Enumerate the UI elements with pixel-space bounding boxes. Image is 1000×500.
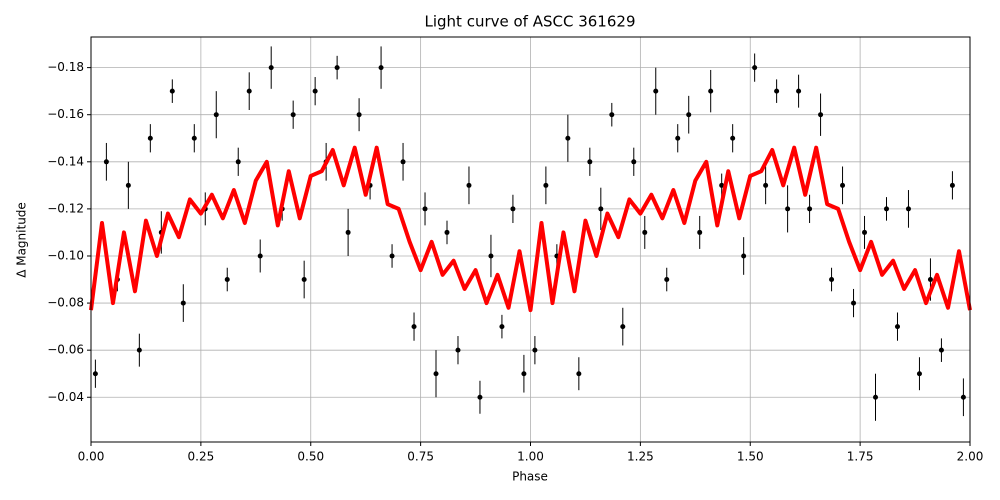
- data-point: [686, 112, 692, 118]
- data-point: [268, 65, 274, 71]
- data-point: [785, 206, 791, 212]
- data-point: [873, 394, 879, 400]
- data-point: [752, 65, 758, 71]
- y-axis-label: Δ Magnitude: [15, 202, 29, 278]
- data-point: [862, 229, 868, 235]
- data-point: [455, 347, 461, 353]
- data-point: [356, 112, 362, 118]
- x-axis-label: Phase: [512, 470, 548, 484]
- x-tick-label: 1.25: [627, 450, 654, 464]
- y-tick-label: −0.14: [47, 154, 84, 168]
- data-point: [620, 324, 626, 330]
- data-point: [927, 277, 933, 283]
- data-point: [840, 182, 846, 188]
- data-point: [807, 206, 813, 212]
- data-point: [905, 206, 911, 212]
- y-tick-label: −0.06: [47, 343, 84, 357]
- x-tick-label: 1.75: [847, 450, 874, 464]
- data-point: [576, 371, 582, 377]
- data-point: [499, 324, 505, 330]
- data-point: [719, 182, 725, 188]
- data-point: [312, 88, 318, 94]
- y-tick-label: −0.04: [47, 390, 84, 404]
- data-point: [521, 371, 527, 377]
- data-point: [664, 277, 670, 283]
- data-point: [938, 347, 944, 353]
- data-point: [708, 88, 714, 94]
- fit-line: [89, 145, 972, 313]
- data-point: [653, 88, 659, 94]
- data-point: [883, 206, 889, 212]
- data-point: [411, 324, 417, 330]
- data-point: [235, 159, 241, 165]
- data-point: [829, 277, 835, 283]
- data-point: [169, 88, 175, 94]
- x-tick-label: 2.00: [957, 450, 984, 464]
- data-point: [587, 159, 593, 165]
- data-point: [345, 229, 351, 235]
- data-point: [378, 65, 384, 71]
- data-point: [466, 182, 472, 188]
- x-tick-label: 0.00: [78, 450, 105, 464]
- data-point: [565, 135, 571, 141]
- data-point: [400, 159, 406, 165]
- data-point: [916, 371, 922, 377]
- data-point: [444, 229, 450, 235]
- data-point: [851, 300, 857, 306]
- y-tick-label: −0.08: [47, 296, 84, 310]
- data-point: [125, 182, 131, 188]
- data-point: [730, 135, 736, 141]
- y-tick-label: −0.16: [47, 107, 84, 121]
- data-point: [763, 182, 769, 188]
- data-point: [224, 277, 230, 283]
- data-point: [180, 300, 186, 306]
- data-point: [631, 159, 637, 165]
- data-point: [136, 347, 142, 353]
- data-point: [301, 277, 307, 283]
- data-point: [246, 88, 252, 94]
- data-point: [894, 324, 900, 330]
- data-point: [543, 182, 549, 188]
- data-point: [477, 394, 483, 400]
- data-point: [510, 206, 516, 212]
- data-point: [422, 206, 428, 212]
- data-point: [949, 182, 955, 188]
- plot-frame: [90, 36, 971, 443]
- data-point: [433, 371, 439, 377]
- data-point: [675, 135, 681, 141]
- data-point: [103, 159, 109, 165]
- data-point: [147, 135, 153, 141]
- x-tick-label: 0.50: [297, 450, 324, 464]
- data-point: [697, 229, 703, 235]
- data-point: [796, 88, 802, 94]
- data-point: [598, 206, 604, 212]
- data-point: [488, 253, 494, 259]
- data-point: [334, 65, 340, 71]
- data-point: [389, 253, 395, 259]
- data-point: [191, 135, 197, 141]
- data-point: [741, 253, 747, 259]
- data-point: [774, 88, 780, 94]
- data-point: [609, 112, 615, 118]
- x-tick-label: 1.00: [517, 450, 544, 464]
- data-point: [818, 112, 824, 118]
- x-tick-label: 0.75: [407, 450, 434, 464]
- x-tick-label: 1.50: [737, 450, 764, 464]
- data-point: [257, 253, 263, 259]
- data-point: [92, 371, 98, 377]
- x-tick-label: 0.25: [188, 450, 215, 464]
- y-tick-label: −0.10: [47, 248, 84, 262]
- data-point: [290, 112, 296, 118]
- data-point: [213, 112, 219, 118]
- chart-title: Light curve of ASCC 361629: [425, 13, 636, 31]
- y-tick-label: −0.18: [47, 60, 84, 74]
- data-point: [960, 394, 966, 400]
- data-point: [532, 347, 538, 353]
- y-tick-label: −0.12: [47, 201, 84, 215]
- data-point: [642, 229, 648, 235]
